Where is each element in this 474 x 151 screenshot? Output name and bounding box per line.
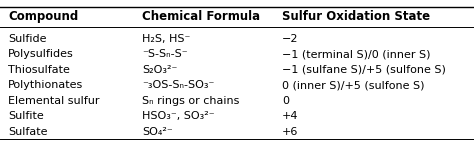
Text: 0 (inner S)/+5 (sulfone S): 0 (inner S)/+5 (sulfone S) bbox=[282, 80, 425, 90]
Text: Sulfur Oxidation State: Sulfur Oxidation State bbox=[282, 11, 430, 24]
Text: Sₙ rings or chains: Sₙ rings or chains bbox=[142, 96, 239, 106]
Text: Polysulfides: Polysulfides bbox=[8, 50, 74, 59]
Text: Compound: Compound bbox=[8, 11, 78, 24]
Text: S₂O₃²⁻: S₂O₃²⁻ bbox=[142, 65, 177, 75]
Text: +6: +6 bbox=[282, 127, 298, 137]
Text: Elemental sulfur: Elemental sulfur bbox=[8, 96, 100, 106]
Text: Sulfide: Sulfide bbox=[8, 34, 46, 44]
Text: ⁻₃OS-Sₙ-SO₃⁻: ⁻₃OS-Sₙ-SO₃⁻ bbox=[142, 80, 214, 90]
Text: Sulfite: Sulfite bbox=[8, 111, 44, 122]
Text: −1 (sulfane S)/+5 (sulfone S): −1 (sulfane S)/+5 (sulfone S) bbox=[282, 65, 446, 75]
Text: SO₄²⁻: SO₄²⁻ bbox=[142, 127, 173, 137]
Text: −2: −2 bbox=[282, 34, 299, 44]
Text: HSO₃⁻, SO₃²⁻: HSO₃⁻, SO₃²⁻ bbox=[142, 111, 215, 122]
Text: Thiosulfate: Thiosulfate bbox=[8, 65, 70, 75]
Text: +4: +4 bbox=[282, 111, 299, 122]
Text: −1 (terminal S)/0 (inner S): −1 (terminal S)/0 (inner S) bbox=[282, 50, 430, 59]
Text: Sulfate: Sulfate bbox=[8, 127, 47, 137]
Text: 0: 0 bbox=[282, 96, 289, 106]
Text: ⁻S-Sₙ-S⁻: ⁻S-Sₙ-S⁻ bbox=[142, 50, 188, 59]
Text: Chemical Formula: Chemical Formula bbox=[142, 11, 260, 24]
Text: Polythionates: Polythionates bbox=[8, 80, 83, 90]
Text: H₂S, HS⁻: H₂S, HS⁻ bbox=[142, 34, 191, 44]
